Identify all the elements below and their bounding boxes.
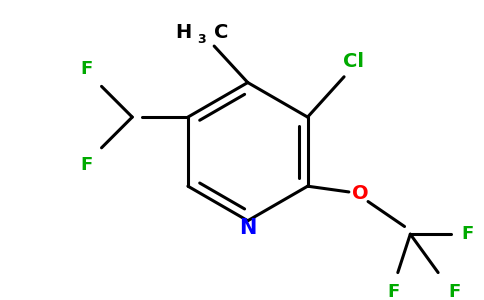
Text: N: N	[239, 218, 257, 239]
Text: F: F	[80, 60, 92, 78]
Text: F: F	[80, 156, 92, 174]
Text: Cl: Cl	[343, 52, 364, 71]
Text: F: F	[387, 283, 399, 300]
Text: 3: 3	[197, 33, 206, 46]
Text: C: C	[214, 23, 228, 42]
Text: H: H	[175, 23, 191, 42]
Text: F: F	[462, 225, 474, 243]
Text: F: F	[448, 283, 461, 300]
Text: O: O	[352, 184, 369, 203]
